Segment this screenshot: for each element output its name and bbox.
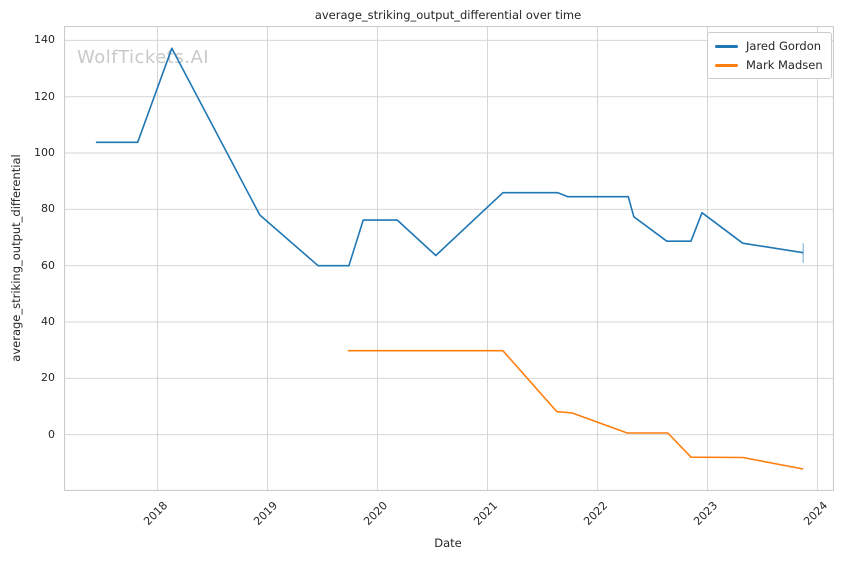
legend-label-jared-gordon: Jared Gordon — [746, 39, 822, 53]
series-line-mark-madsen — [347, 349, 803, 470]
series-line-jared-gordon — [95, 47, 803, 267]
y-tick-100: 100 — [34, 146, 55, 160]
chart-title: average_striking_output_differential ove… — [314, 8, 582, 22]
legend: Jared Gordon Mark Madsen — [707, 32, 832, 79]
y-tick-20: 20 — [41, 371, 55, 385]
x-tick-2021: 2021 — [471, 499, 501, 528]
legend-label-mark-madsen: Mark Madsen — [746, 58, 823, 72]
y-tick-0: 0 — [48, 427, 55, 441]
x-tick-2023: 2023 — [691, 499, 721, 528]
x-axis-label: Date — [434, 536, 462, 550]
y-tick-60: 60 — [41, 258, 55, 272]
x-tick-2024: 2024 — [801, 499, 831, 528]
watermark: WolfTickets.AI — [77, 47, 210, 68]
x-tick-2022: 2022 — [581, 499, 611, 528]
legend-line-swatch-blue — [715, 44, 738, 48]
legend-item-mark-madsen: Mark Madsen — [715, 57, 823, 73]
legend-line-swatch-orange — [715, 63, 738, 67]
y-tick-80: 80 — [41, 202, 55, 216]
y-tick-40: 40 — [41, 315, 55, 328]
y-tick-120: 120 — [34, 89, 55, 103]
plot-area — [63, 26, 834, 491]
x-tick-2020: 2020 — [361, 499, 391, 528]
legend-item-jared-gordon: Jared Gordon — [715, 38, 822, 54]
x-tick-2018: 2018 — [141, 499, 171, 528]
y-tick-140: 140 — [34, 33, 55, 47]
x-tick-2019: 2019 — [251, 499, 281, 528]
